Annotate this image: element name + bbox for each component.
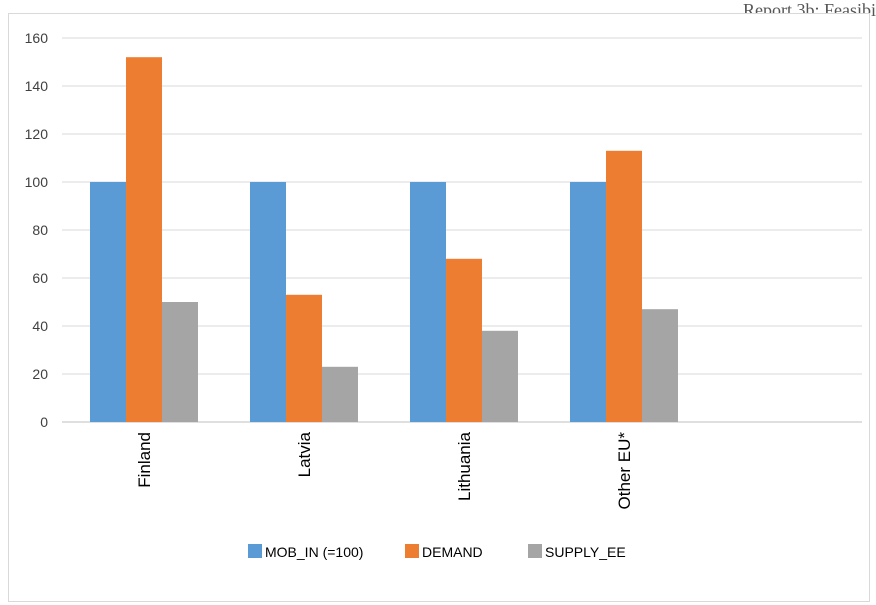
bar-mob-in-100-latvia — [250, 182, 286, 422]
bar-mob-in-100-lithuania — [410, 182, 446, 422]
bar-demand-finland — [126, 57, 162, 422]
y-tick-label: 120 — [25, 126, 49, 142]
bar-supply-ee-other-eu — [642, 309, 678, 422]
legend-label: SUPPLY_EE — [545, 544, 626, 560]
bar-supply-ee-lithuania — [482, 330, 518, 422]
bar-supply-ee-latvia — [322, 366, 358, 422]
bars — [90, 57, 678, 423]
y-tick-label: 160 — [25, 30, 49, 46]
legend-label: MOB_IN (=100) — [265, 544, 363, 560]
y-tick-label: 20 — [32, 366, 48, 382]
legend-swatch — [528, 544, 542, 558]
y-tick-label: 40 — [32, 318, 48, 334]
y-tick-label: 60 — [32, 270, 48, 286]
y-axis-ticks: 0 20 40 60 80 100 120 140 160 — [25, 30, 49, 430]
bar-mob-in-100-other-eu — [570, 182, 606, 422]
x-category-label: Latvia — [295, 431, 314, 477]
y-tick-label: 140 — [25, 78, 49, 94]
legend-label: DEMAND — [422, 544, 483, 560]
y-tick-label: 80 — [32, 222, 48, 238]
legend: MOB_IN (=100) DEMAND SUPPLY_EE — [248, 544, 626, 560]
bar-demand-other-eu — [606, 150, 642, 423]
x-axis-labels: Finland Latvia Lithuania Other EU* — [135, 431, 634, 509]
x-category-label: Finland — [135, 432, 154, 488]
x-category-label: Lithuania — [455, 431, 474, 501]
x-category-label: Other EU* — [615, 432, 634, 510]
bar-demand-latvia — [286, 294, 322, 422]
legend-swatch — [405, 544, 419, 558]
y-tick-label: 100 — [25, 174, 49, 190]
bar-mob-in-100-finland — [90, 182, 126, 422]
legend-swatch — [248, 544, 262, 558]
bar-demand-lithuania — [446, 258, 482, 422]
y-tick-label: 0 — [40, 414, 48, 430]
bar-supply-ee-finland — [162, 302, 198, 422]
